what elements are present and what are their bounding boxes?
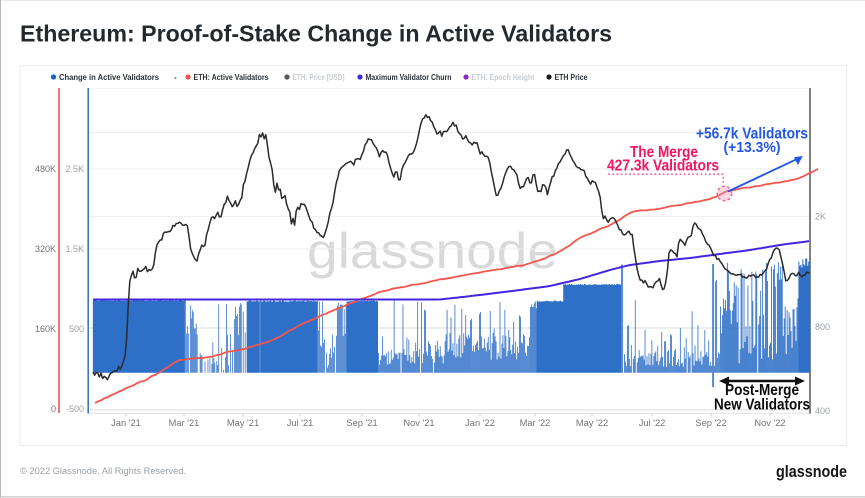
svg-text:Sep '22: Sep '22 — [695, 418, 726, 428]
svg-text:400: 400 — [815, 406, 830, 416]
svg-text:© 2022 Glassnode. All Rights R: © 2022 Glassnode. All Rights Reserved. — [20, 466, 186, 476]
svg-text:427.3k Validators: 427.3k Validators — [607, 158, 719, 175]
svg-text:The Merge: The Merge — [630, 144, 698, 161]
svg-text:Mar '22: Mar '22 — [520, 418, 551, 428]
svg-text:May '21: May '21 — [227, 418, 259, 428]
svg-text:ETH: Active Validators: ETH: Active Validators — [194, 73, 270, 82]
svg-text:Jul '22: Jul '22 — [639, 418, 666, 428]
svg-text:500: 500 — [69, 324, 84, 334]
svg-text:glassnode: glassnode — [776, 463, 847, 481]
svg-text:Post-Merge: Post-Merge — [725, 382, 799, 399]
svg-text:ETH Price: ETH Price — [555, 73, 589, 82]
svg-text:(+13.3%): (+13.3%) — [724, 139, 781, 156]
svg-text:glassnode: glassnode — [307, 223, 558, 279]
svg-text:800: 800 — [815, 322, 830, 332]
svg-text:-500: -500 — [66, 404, 84, 414]
svg-text:0: 0 — [51, 404, 56, 414]
svg-text:Mar '21: Mar '21 — [169, 418, 200, 428]
svg-text:Nov '21: Nov '21 — [403, 418, 434, 428]
svg-text:Maximum Validator Churn: Maximum Validator Churn — [366, 73, 452, 82]
svg-text:Jan '21: Jan '21 — [111, 418, 141, 428]
svg-text:320K: 320K — [35, 244, 56, 254]
svg-text:2.5K: 2.5K — [65, 164, 84, 174]
svg-text:+56.7k Validators: +56.7k Validators — [696, 126, 808, 143]
svg-text:160K: 160K — [35, 324, 56, 334]
svg-text:ETH: Epoch Height: ETH: Epoch Height — [472, 73, 535, 82]
svg-text:Nov '22: Nov '22 — [754, 418, 785, 428]
svg-text:2K: 2K — [815, 212, 826, 222]
svg-text:1.5K: 1.5K — [65, 244, 84, 254]
svg-text:Jan '22: Jan '22 — [465, 418, 495, 428]
svg-text:-: - — [174, 73, 177, 82]
svg-text:Sep '21: Sep '21 — [346, 418, 377, 428]
svg-text:480K: 480K — [35, 164, 56, 174]
svg-text:ETH: Price [USD]: ETH: Price [USD] — [293, 73, 345, 82]
svg-text:Ethereum: Proof-of-Stake Chang: Ethereum: Proof-of-Stake Change in Activ… — [20, 21, 612, 47]
svg-text:May '22: May '22 — [576, 418, 608, 428]
svg-text:Jul '21: Jul '21 — [287, 418, 314, 428]
svg-text:New Validators: New Validators — [714, 397, 810, 414]
svg-text:Change in Active Validators: Change in Active Validators — [59, 73, 160, 82]
